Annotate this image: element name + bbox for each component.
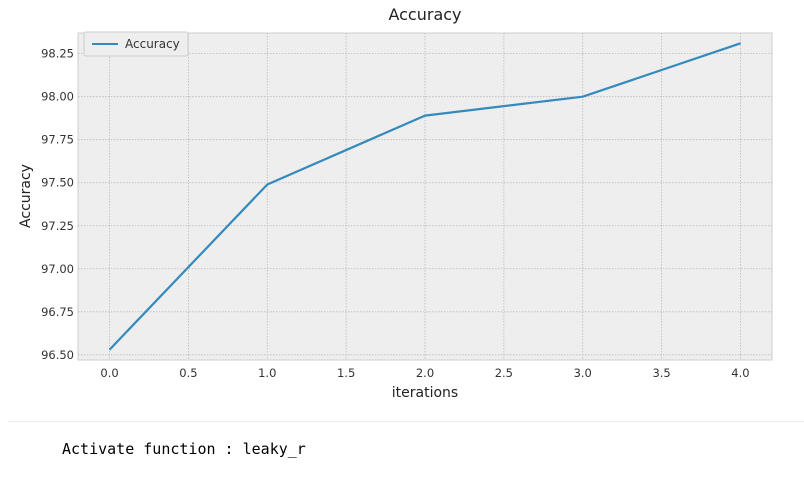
legend: Accuracy xyxy=(83,31,189,57)
x-tick-label: 0.5 xyxy=(179,366,197,380)
accuracy-chart: 0.0 0.5 1.0 1.5 2.0 2.5 3.0 3.5 4.0 96.50 96.75 97.… xyxy=(18,5,773,401)
y-tick-label: 96.75 xyxy=(41,305,74,319)
y-tick-label: 97.00 xyxy=(41,262,74,276)
y-tick-label: 98.25 xyxy=(41,47,74,61)
series-line xyxy=(108,42,741,351)
grid-lines xyxy=(78,33,772,360)
legend-box xyxy=(83,31,189,57)
x-tick-label: 1.5 xyxy=(337,366,355,380)
y-tick-label: 97.25 xyxy=(41,219,74,233)
x-tick-label: 3.0 xyxy=(574,366,592,380)
x-tick-label: 2.0 xyxy=(416,366,434,380)
y-axis-label: Accuracy xyxy=(18,164,34,228)
y-tick-label: 97.75 xyxy=(41,133,74,147)
tick-labels: 0.0 0.5 1.0 1.5 2.0 2.5 3.0 3.5 4.0 96.50 96.75 97.… xyxy=(41,47,750,380)
y-tick-label: 98.00 xyxy=(41,90,74,104)
x-axis-label: iterations xyxy=(392,385,458,401)
legend-label: Accuracy xyxy=(125,37,180,51)
y-tick-label: 96.50 xyxy=(41,348,74,362)
chart-title: Accuracy xyxy=(388,5,461,24)
x-tick-label: 0.0 xyxy=(100,366,118,380)
series-layer xyxy=(108,42,741,351)
x-tick-label: 4.0 xyxy=(731,366,749,380)
output-divider xyxy=(8,421,804,422)
x-tick-label: 3.5 xyxy=(652,366,670,380)
x-tick-label: 1.0 xyxy=(258,366,276,380)
x-tick-label: 2.5 xyxy=(495,366,513,380)
output-text: Activate function : leaky_r xyxy=(62,440,306,458)
y-tick-label: 97.50 xyxy=(41,176,74,190)
